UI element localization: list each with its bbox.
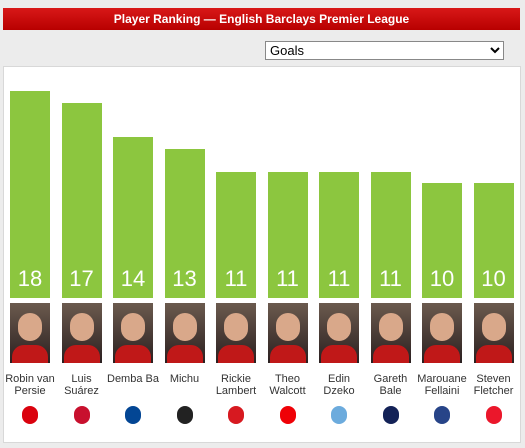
club-logo [125,406,141,424]
player-photo [319,303,359,363]
club-logo [228,406,244,424]
bar [267,171,308,298]
metric-dropdown[interactable]: Goals [265,41,504,60]
player-photo [216,303,256,363]
player-name: Marouane Fellaini [417,373,467,397]
player-photo [473,303,514,363]
player-name: Edin Dzeko [323,373,355,397]
value-label: 11 [276,266,299,291]
bar [422,183,462,298]
value-label: 18 [17,266,43,291]
bar [319,171,359,298]
value-label: 10 [429,266,455,291]
player-photo [164,303,205,363]
club-logo [434,406,450,424]
player-photo [10,303,50,363]
value-label: 17 [69,266,94,291]
player-name: Rickie Lambert [215,373,257,397]
player-photo [113,303,153,363]
player-photo [267,303,308,363]
club-logo [22,406,38,424]
value-label: 14 [120,266,146,291]
club-logo [382,406,399,424]
player-photo [422,303,462,363]
value-label: 11 [327,266,351,291]
value-label: 10 [481,266,506,291]
club-logo [485,406,502,424]
club-logo [279,406,296,424]
bar [61,102,102,298]
bar [164,148,205,298]
bar [370,171,411,298]
bar [473,183,514,298]
player-photo [61,303,102,363]
player-name: Gareth Bale [373,373,408,397]
player-name: Robin van Persie [5,373,55,397]
club-logo [73,406,90,424]
club-logo [176,406,193,424]
player-name: Michu [169,373,200,385]
value-label: 11 [224,266,248,291]
widget-title: Player Ranking — English Barclays Premie… [3,8,520,30]
bar [216,171,256,298]
bar [10,91,50,298]
player-name: Luis Suárez [64,373,99,397]
player-photo [370,303,411,363]
bar [113,137,153,298]
value-label: 13 [172,266,197,291]
player-name: Steven Fletcher [473,373,514,397]
value-label: 11 [379,266,402,291]
club-logo [331,406,347,424]
player-name: Demba Ba [107,373,159,385]
player-name: Theo Walcott [269,373,306,397]
